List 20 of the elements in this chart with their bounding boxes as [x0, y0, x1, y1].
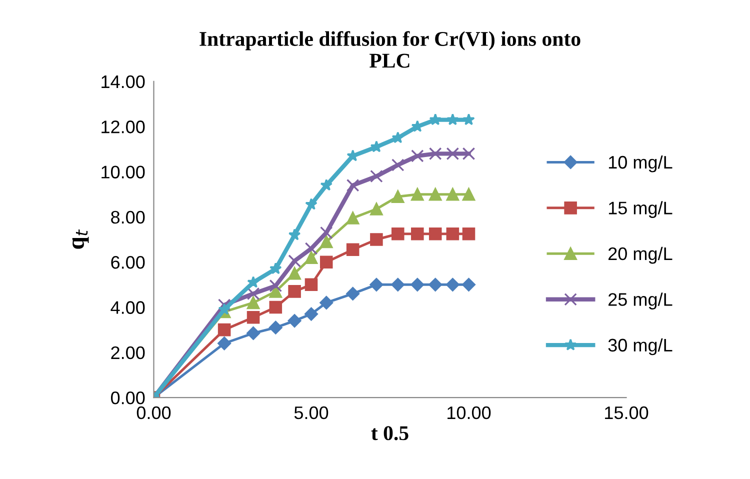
x-tick-label: 15.00 — [605, 406, 648, 420]
y-tick-label: 12.00 — [102, 120, 145, 134]
y-tick-label: 0.00 — [110, 392, 145, 404]
legend-label: 25 mg/L — [608, 292, 672, 310]
y-tick-label: 10.00 — [102, 166, 145, 178]
x-tick-label: 10.00 — [448, 406, 491, 420]
x-tick-label: 0.00 — [136, 406, 171, 420]
chart-title: Intraparticle diffusion for Cr(VI) ions onto PLC — [200, 31, 580, 68]
y-tick-label: 6.00 — [111, 256, 145, 269]
y-tick-label: 8.00 — [111, 210, 145, 224]
legend-label: 15 mg/L — [608, 201, 672, 218]
y-tick-label: 4.00 — [110, 301, 145, 314]
legend-label: 10 mg/L — [608, 155, 672, 172]
x-tick-label: 5.00 — [294, 406, 328, 420]
x-axis-title: t 0.5 — [371, 426, 408, 440]
y-tick-label: 2.00 — [111, 346, 145, 360]
legend-label: 20 mg/L — [608, 246, 672, 264]
y-axis-title: q$_{t}$ — [72, 229, 89, 249]
legend-label: 30 mg/L — [608, 338, 672, 356]
y-tick-label: 14.00 — [102, 75, 145, 88]
